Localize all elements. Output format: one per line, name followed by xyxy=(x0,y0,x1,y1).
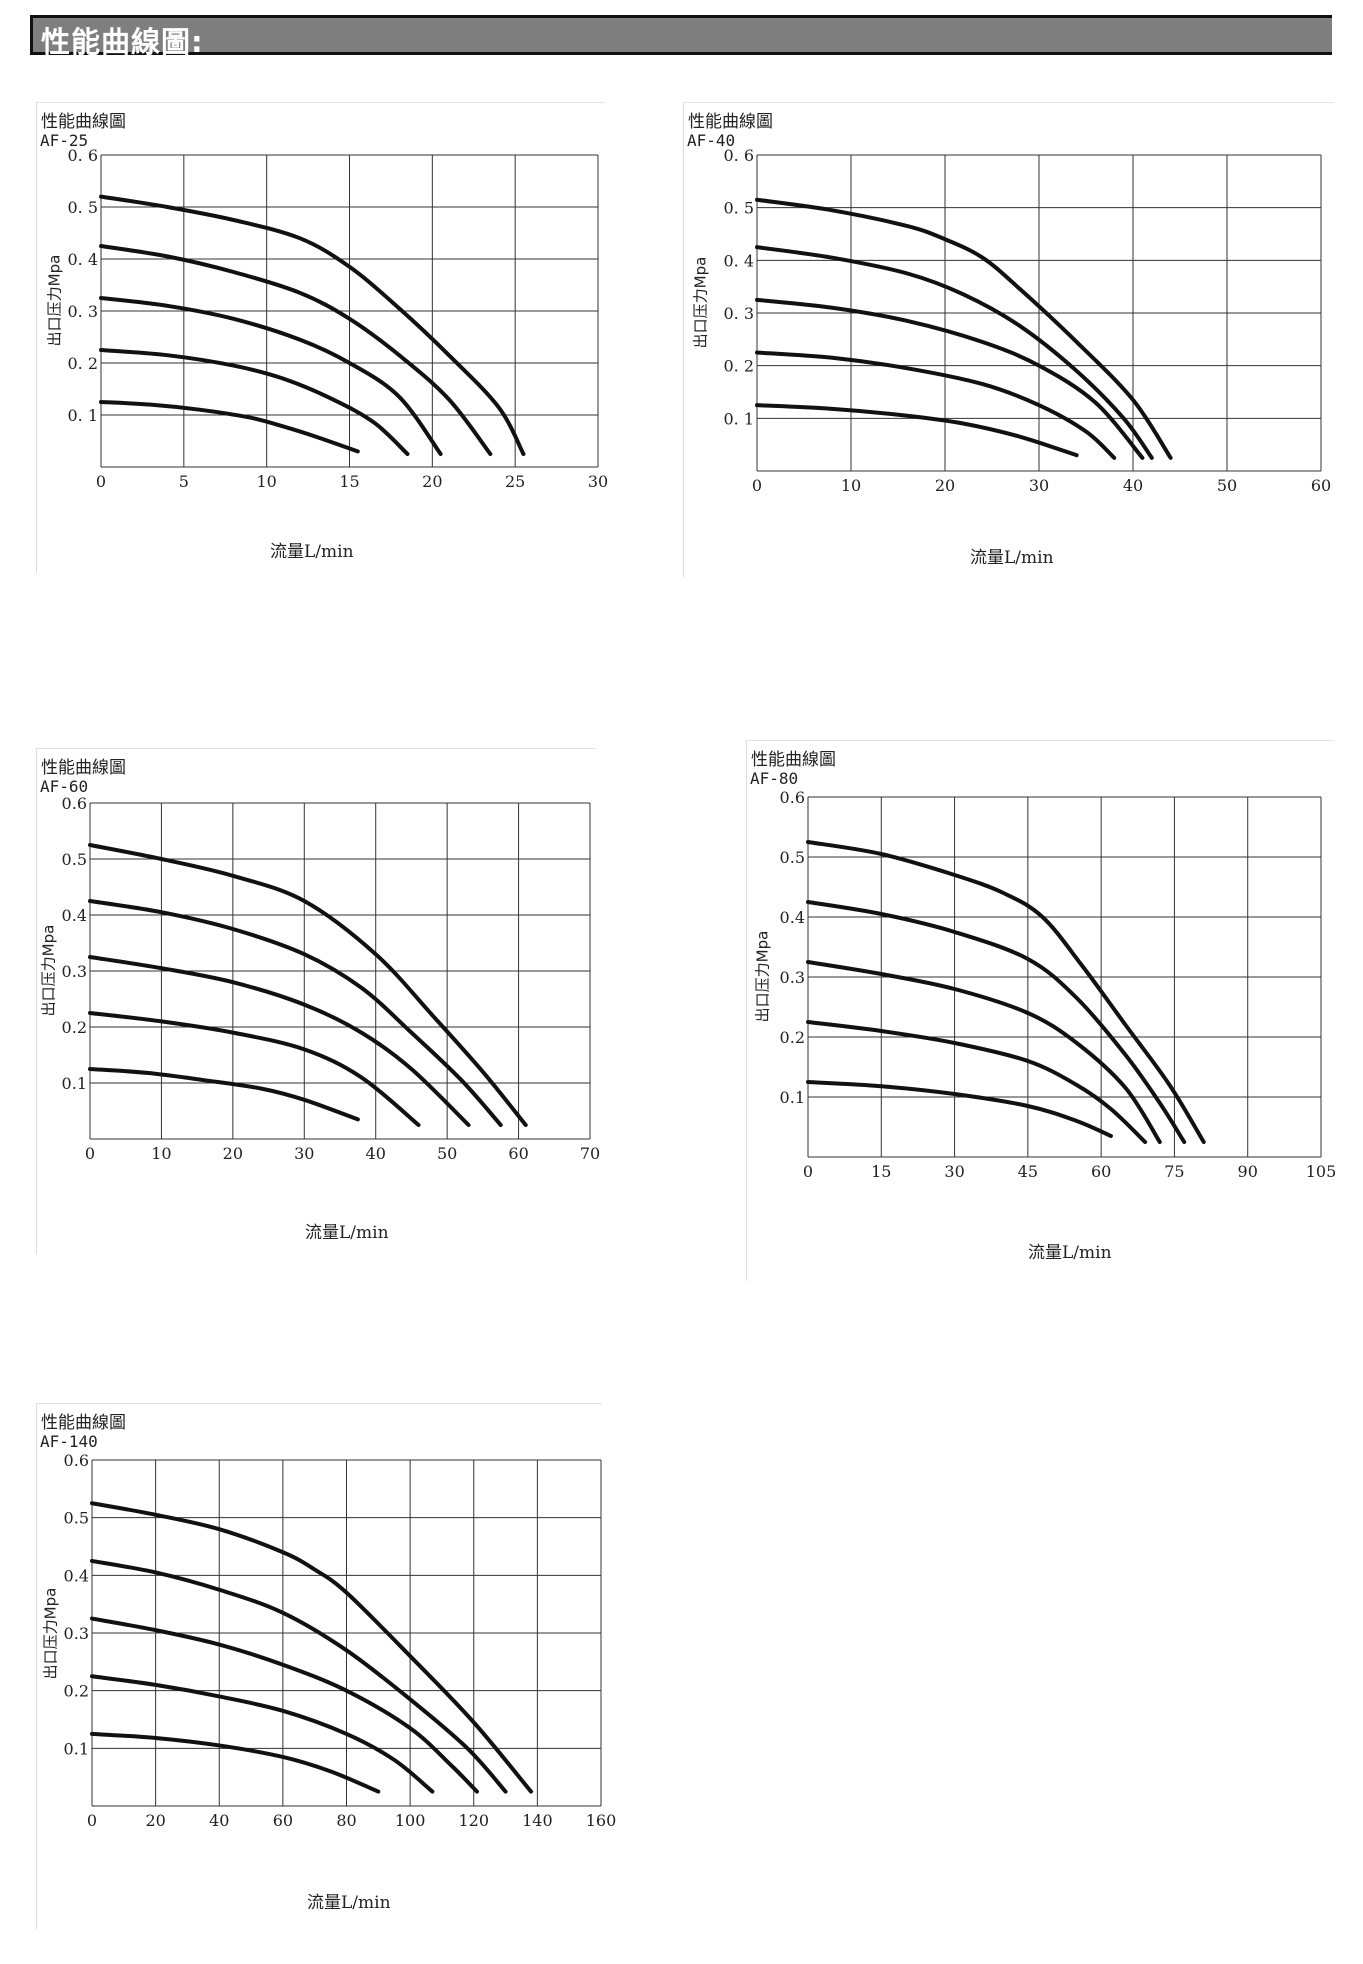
x-axis-label: 流量L/min xyxy=(307,1893,391,1913)
x-axis-label: 流量L/min xyxy=(970,548,1054,568)
chart-title: 性能曲線圖 xyxy=(41,1413,126,1433)
chart-title: 性能曲線圖 xyxy=(688,112,773,132)
chart-model-label: AF-60 xyxy=(40,777,89,796)
y-axis-label: 出口压力Mpa xyxy=(45,254,64,347)
chart-title: 性能曲線圖 xyxy=(41,112,126,132)
chart-model-label: AF-140 xyxy=(40,1432,98,1451)
chart-panel-af-40: 性能曲線圖 AF-40 xyxy=(683,102,1334,577)
section-header: 性能曲線圖: xyxy=(30,15,1332,59)
y-axis-label: 出口压力Mpa xyxy=(39,924,58,1017)
x-axis-label: 流量L/min xyxy=(270,542,354,562)
chart-title: 性能曲線圖 xyxy=(41,758,126,778)
chart-model-label: AF-40 xyxy=(687,131,736,150)
y-axis-label: 出口压力Mpa xyxy=(41,1587,60,1680)
chart-model-label: AF-80 xyxy=(750,769,799,788)
chart-model-label: AF-25 xyxy=(40,131,89,150)
chart-title: 性能曲線圖 xyxy=(751,750,836,770)
x-axis-label: 流量L/min xyxy=(1028,1243,1112,1263)
y-axis-label: 出口压力Mpa xyxy=(753,930,772,1023)
chart-panel-af-25: 性能曲線圖 AF-25 xyxy=(36,102,605,573)
chart-panel-af-140: 性能曲線圖 AF-140 xyxy=(36,1403,602,1929)
section-title: 性能曲線圖: xyxy=(41,25,204,59)
chart-panel-af-60: 性能曲線圖 AF-60 xyxy=(36,748,595,1254)
chart-panel-af-80: 性能曲線圖 AF-80 xyxy=(746,740,1335,1281)
x-axis-label: 流量L/min xyxy=(305,1223,389,1243)
y-axis-label: 出口压力Mpa xyxy=(691,256,710,349)
